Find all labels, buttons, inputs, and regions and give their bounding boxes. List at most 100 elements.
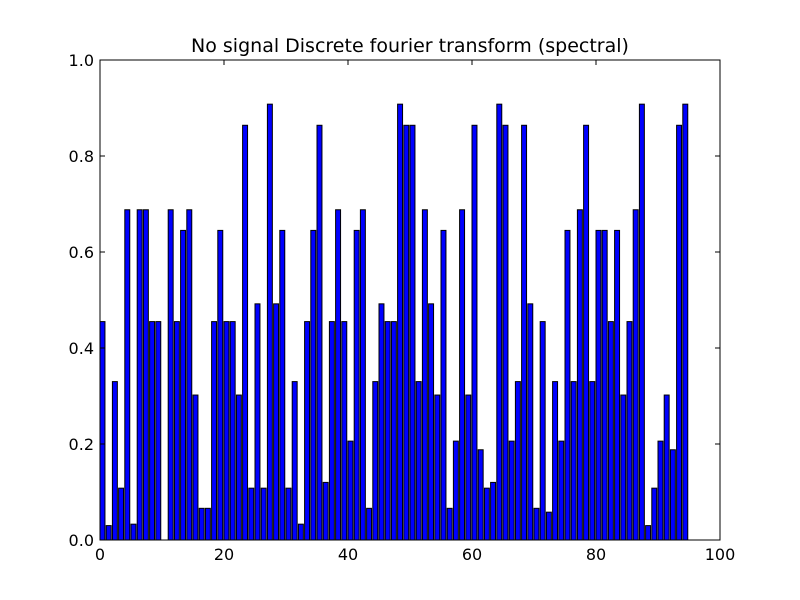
bar-2 xyxy=(111,381,118,541)
bar-89 xyxy=(651,487,658,541)
bar-63 xyxy=(490,481,497,541)
bar-19 xyxy=(217,229,224,541)
bar-47 xyxy=(390,321,397,541)
y-tick-label-0.8: 0.8 xyxy=(69,147,94,166)
x-tick-label-0: 0 xyxy=(95,545,105,564)
bar-44 xyxy=(372,381,379,541)
bar-14 xyxy=(186,209,193,541)
bar-51 xyxy=(415,381,422,541)
bar-38 xyxy=(335,209,342,541)
bar-36 xyxy=(322,481,329,541)
bar-57 xyxy=(452,440,459,541)
bar-78 xyxy=(583,124,590,541)
bar-69 xyxy=(527,303,534,541)
bar-3 xyxy=(118,487,125,541)
bar-80 xyxy=(595,229,602,541)
bar-49 xyxy=(403,124,410,541)
y-tick-label-0.0: 0.0 xyxy=(69,531,94,550)
bar-82 xyxy=(607,321,614,541)
bar-45 xyxy=(378,303,385,541)
bar-31 xyxy=(291,381,298,541)
bar-32 xyxy=(297,523,304,541)
bar-76 xyxy=(570,381,577,541)
bar-70 xyxy=(533,507,540,541)
bar-59 xyxy=(465,394,472,541)
bar-18 xyxy=(211,321,218,541)
bar-20 xyxy=(223,321,230,541)
bar-29 xyxy=(279,229,286,541)
bar-23 xyxy=(242,124,249,541)
bar-26 xyxy=(260,487,267,541)
bar-50 xyxy=(409,124,416,541)
bar-73 xyxy=(552,381,559,541)
bar-24 xyxy=(248,487,255,541)
bar-85 xyxy=(626,321,633,541)
bar-66 xyxy=(508,440,515,541)
bar-54 xyxy=(434,394,441,541)
axis-tick-labels: 0 20 40 60 80 100 0.0 0.2 0.4 0.6 0.8 1.0 xyxy=(69,51,736,564)
bar-74 xyxy=(558,440,565,541)
chart-title: No signal Discrete fourier transform (sp… xyxy=(191,35,629,57)
bar-39 xyxy=(341,321,348,541)
bar-52 xyxy=(421,209,428,541)
bar-1 xyxy=(105,525,112,541)
bar-13 xyxy=(180,229,187,541)
bar-12 xyxy=(173,321,180,541)
plot-area-frame xyxy=(99,59,721,541)
x-tick-label-20: 20 xyxy=(214,545,234,564)
bar-17 xyxy=(204,507,211,541)
bar-34 xyxy=(310,229,317,541)
x-tick-label-80: 80 xyxy=(586,545,606,564)
bar-11 xyxy=(167,209,174,541)
bar-7 xyxy=(142,209,149,541)
bar-64 xyxy=(496,103,503,541)
bar-61 xyxy=(477,449,484,541)
bar-83 xyxy=(614,229,621,541)
bar-84 xyxy=(620,394,627,541)
bar-87 xyxy=(638,103,645,541)
bar-5 xyxy=(130,523,137,541)
bar-55 xyxy=(440,229,447,541)
bar-40 xyxy=(347,440,354,541)
bar-92 xyxy=(669,449,676,541)
bar-60 xyxy=(471,124,478,541)
y-tick-label-0.6: 0.6 xyxy=(69,243,94,262)
bar-72 xyxy=(545,511,552,541)
bar-43 xyxy=(366,507,373,541)
bar-94 xyxy=(682,103,689,541)
bar-41 xyxy=(353,229,360,541)
y-tick-label-0.2: 0.2 xyxy=(69,435,94,454)
bar-30 xyxy=(285,487,292,541)
bar-28 xyxy=(273,303,280,541)
bar-37 xyxy=(328,321,335,541)
bar-15 xyxy=(192,394,199,541)
bar-0 xyxy=(99,321,106,541)
bar-75 xyxy=(564,229,571,541)
bar-6 xyxy=(136,209,143,541)
x-tick-label-40: 40 xyxy=(338,545,358,564)
bar-35 xyxy=(316,124,323,541)
bar-88 xyxy=(645,525,652,541)
bar-25 xyxy=(254,303,261,541)
bar-81 xyxy=(601,229,608,541)
bar-68 xyxy=(521,124,528,541)
bar-21 xyxy=(229,321,236,541)
bar-77 xyxy=(576,209,583,541)
bar-58 xyxy=(459,209,466,541)
bar-42 xyxy=(359,209,366,541)
bar-67 xyxy=(514,381,521,541)
x-tick-label-100: 100 xyxy=(705,545,736,564)
bar-86 xyxy=(632,209,639,541)
bar-62 xyxy=(483,487,490,541)
bar-22 xyxy=(235,394,242,541)
bar-48 xyxy=(397,103,404,541)
bar-79 xyxy=(589,381,596,541)
bar-90 xyxy=(657,440,664,541)
bar-4 xyxy=(124,209,131,541)
x-tick-label-60: 60 xyxy=(462,545,482,564)
bar-53 xyxy=(428,303,435,541)
bar-27 xyxy=(266,103,273,541)
bar-71 xyxy=(539,321,546,541)
bar-93 xyxy=(676,124,683,541)
